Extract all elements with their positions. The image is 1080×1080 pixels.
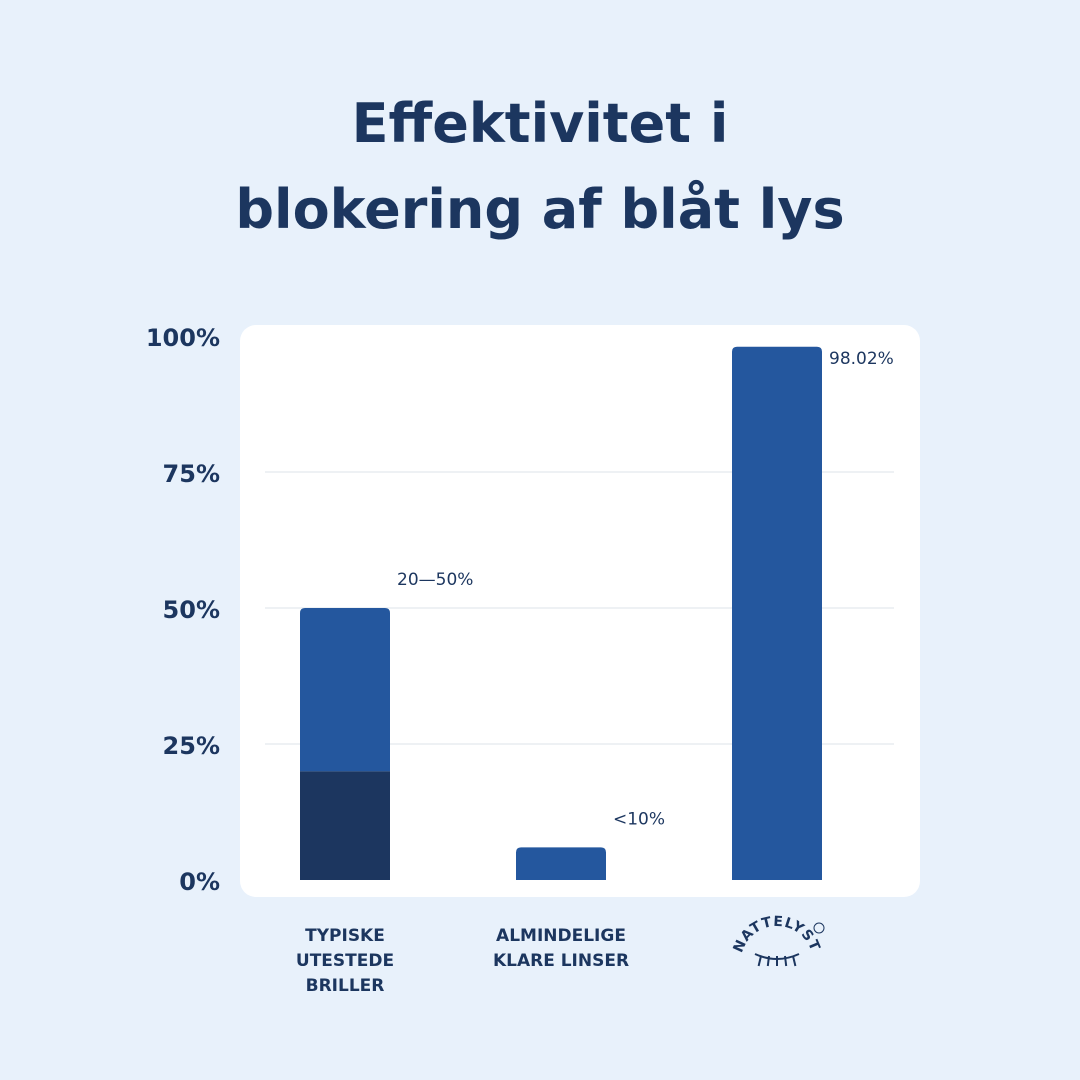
chart-title: Effektivitet i (351, 92, 729, 155)
x-tick-label-logo: NATTELYST (730, 914, 823, 955)
value-label: 98.02% (829, 349, 894, 369)
logo-tm (813, 922, 825, 934)
logo-eye (754, 953, 800, 960)
y-tick-label: 75% (163, 460, 220, 488)
x-tick-label: NATTELYST (730, 914, 821, 955)
chart-title: blokering af blåt lys (235, 178, 845, 241)
bar (300, 608, 390, 772)
y-tick-label: 100% (146, 324, 220, 352)
value-label: <10% (613, 809, 665, 829)
bar (300, 771, 390, 880)
bar (516, 847, 606, 880)
y-tick-label: 50% (163, 596, 220, 624)
bar (732, 346, 822, 880)
y-tick-label: 25% (163, 732, 220, 760)
value-label: 20—50% (397, 570, 473, 590)
x-tick-label: TYPISKE UTESTEDE BRILLER (295, 926, 395, 996)
y-tick-label: 0% (179, 868, 220, 896)
x-tick-label: ALMINDELIGE KLARE LINSER (492, 926, 630, 971)
logo-lash (757, 955, 762, 967)
logo-lash (792, 955, 797, 967)
